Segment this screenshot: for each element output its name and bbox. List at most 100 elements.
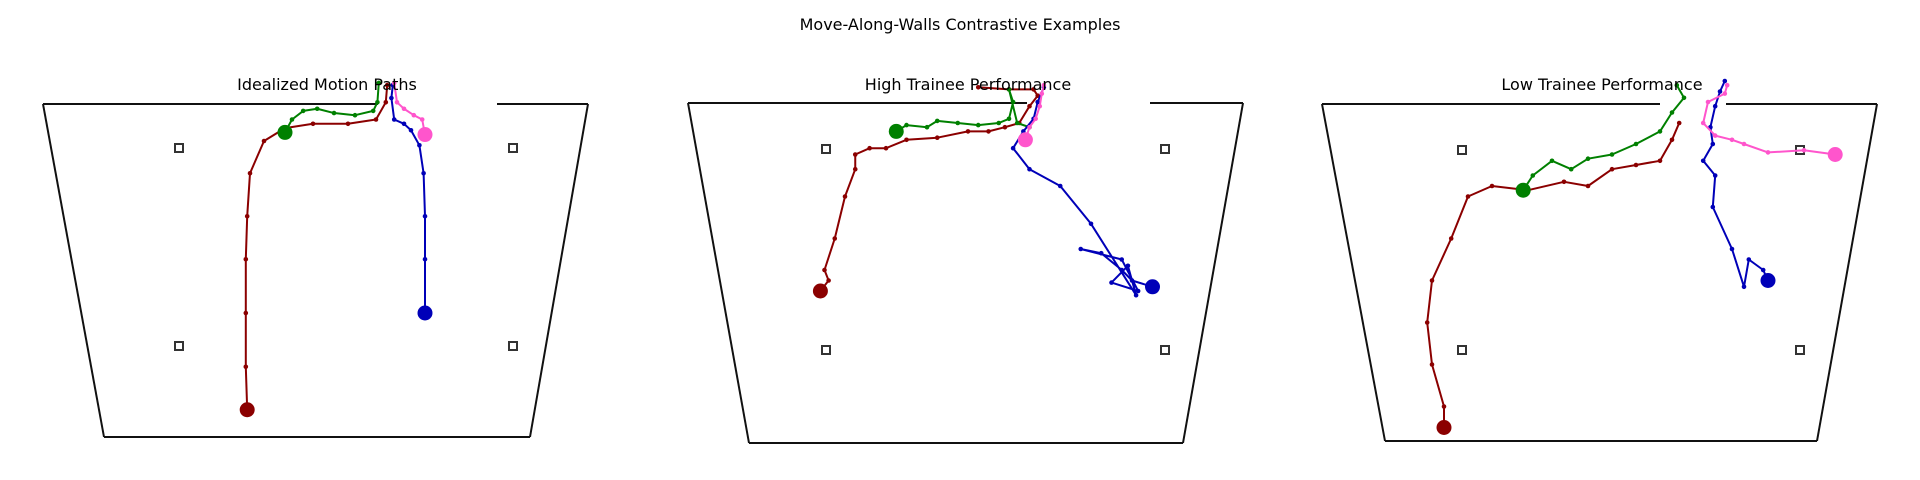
path-point-blue: [422, 213, 428, 219]
path-point-red: [243, 256, 249, 262]
path-point-red: [1429, 278, 1435, 283]
path-point-red: [842, 194, 848, 199]
room-marker-square: [1160, 144, 1170, 154]
path-point-red: [1448, 236, 1454, 241]
path-line-red: [244, 85, 389, 410]
path-point-red: [373, 117, 379, 122]
room-marker-square: [1457, 145, 1467, 155]
panel-title-low-performance: Low Trainee Performance: [1501, 75, 1703, 94]
path-point-red: [1027, 103, 1032, 109]
path-point-blue: [1710, 204, 1716, 210]
path-point-green: [1657, 129, 1663, 134]
path-start-green: [277, 124, 293, 140]
path-point-green: [289, 117, 295, 122]
path-point-red: [345, 121, 351, 127]
path-point-green: [1014, 120, 1020, 126]
room-marker-square: [174, 143, 184, 153]
path-point-red: [1633, 162, 1639, 168]
path-point-red: [852, 166, 858, 172]
path-point-blue: [1109, 280, 1114, 285]
path-point-green: [1585, 156, 1591, 161]
path-point-red: [243, 310, 249, 316]
path-point-red: [986, 129, 991, 134]
path-point-pink: [419, 117, 425, 122]
path-point-red: [261, 138, 267, 144]
room-wall-left: [42, 103, 105, 438]
path-point-blue: [1088, 221, 1094, 227]
room-marker-square: [821, 144, 831, 154]
path-point-red: [384, 82, 390, 88]
path-point-red: [1031, 87, 1036, 92]
figure-title: Move-Along-Walls Contrastive Examples: [799, 15, 1121, 34]
path-point-pink: [1724, 82, 1730, 88]
path-point-pink: [1722, 91, 1728, 96]
path-point-blue: [1717, 89, 1723, 94]
panel-title-idealized: Idealized Motion Paths: [237, 75, 417, 94]
path-point-blue: [1027, 166, 1032, 172]
path-point-green: [1681, 95, 1687, 101]
path-point-pink: [394, 100, 400, 105]
path-line-red: [1426, 122, 1681, 428]
path-point-green: [1010, 99, 1016, 105]
path-point-red: [1424, 320, 1430, 325]
path-point-blue: [401, 121, 407, 127]
path-point-blue: [1135, 288, 1141, 294]
path-point-blue: [1129, 278, 1135, 283]
path-point-green: [955, 120, 961, 126]
path-start-blue: [417, 305, 433, 321]
path-point-pink: [1765, 150, 1771, 155]
path-start-red: [239, 402, 255, 418]
room-wall-left: [1321, 103, 1386, 442]
room-marker-square: [508, 143, 518, 153]
path-point-red: [867, 145, 872, 151]
path-point-blue: [1760, 267, 1766, 273]
path-point-blue: [1035, 99, 1040, 105]
path-point-blue: [1722, 78, 1728, 84]
path-point-blue: [417, 143, 422, 148]
path-line-pink: [1702, 84, 1836, 156]
path-point-pink: [1037, 103, 1043, 109]
room-marker-square: [1457, 345, 1467, 355]
path-start-blue: [1760, 273, 1776, 288]
path-point-green: [376, 80, 382, 86]
path-point-pink: [1033, 116, 1038, 122]
path-start-red: [1436, 420, 1452, 435]
path-point-red: [1609, 166, 1615, 172]
path-point-red: [832, 236, 838, 241]
path-point-blue: [1133, 292, 1139, 298]
path-start-pink: [1017, 132, 1033, 148]
path-point-blue: [391, 117, 397, 122]
path-point-green: [352, 112, 358, 118]
path-point-blue: [1078, 246, 1084, 252]
path-point-red: [247, 170, 253, 176]
path-point-blue: [408, 127, 414, 133]
path-point-red: [1561, 179, 1567, 185]
path-point-green: [1006, 87, 1012, 92]
path-start-pink: [417, 127, 433, 143]
path-point-pink: [1741, 141, 1747, 147]
path-point-green: [1674, 82, 1680, 88]
path-point-blue: [1125, 263, 1131, 269]
panel-title-high-performance: High Trainee Performance: [864, 75, 1072, 94]
path-line-pink: [393, 82, 426, 135]
path-point-green: [924, 124, 930, 130]
path-point-green: [1006, 116, 1012, 122]
path-point-blue: [1712, 173, 1718, 178]
path-point-red: [1657, 158, 1663, 164]
path-point-blue: [1712, 103, 1718, 109]
path-point-red: [310, 121, 316, 127]
path-point-green: [1568, 166, 1574, 172]
path-point-pink: [1705, 99, 1711, 105]
path-point-pink: [1041, 82, 1047, 88]
path-point-blue: [1741, 284, 1747, 290]
path-point-red: [1669, 137, 1675, 143]
room-marker-square: [508, 341, 518, 351]
path-point-green: [1633, 141, 1639, 147]
path-point-red: [244, 213, 250, 219]
path-point-blue: [422, 256, 428, 262]
path-line-blue: [390, 84, 426, 313]
path-start-green: [888, 123, 904, 139]
path-point-red: [883, 145, 889, 151]
path-point-green: [370, 108, 376, 114]
